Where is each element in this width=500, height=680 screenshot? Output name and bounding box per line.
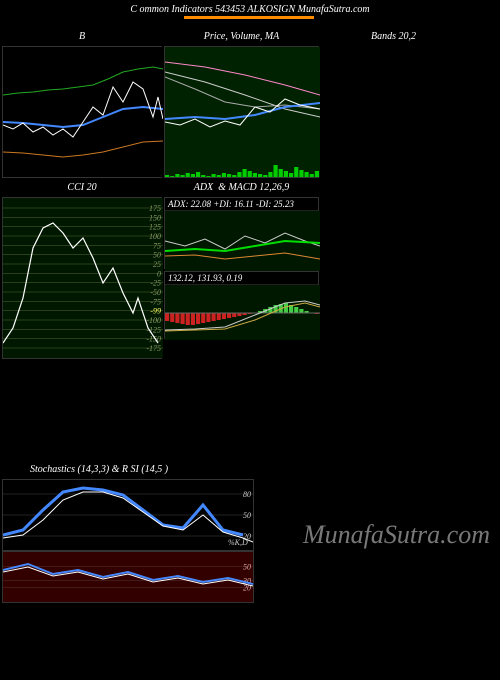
macd-chart: 132.12, 131.93, 0.19 (164, 271, 319, 339)
svg-text:-175: -175 (146, 344, 161, 353)
watermark: MunafaSutra.com (303, 520, 490, 550)
rsi-chart: 503020 (2, 551, 254, 603)
adx-macd-col: ADX: 22.08 +DI: 16.11 -DI: 25.23 132.12,… (164, 197, 319, 359)
svg-text:100: 100 (149, 232, 161, 241)
svg-text:80: 80 (243, 490, 251, 499)
bbands-title: B (2, 29, 162, 44)
bbands-chart (2, 46, 162, 178)
spacer (321, 46, 498, 178)
header-prefix: C (130, 4, 137, 15)
svg-text:-50: -50 (150, 288, 161, 297)
svg-text:-100: -100 (146, 316, 161, 325)
bbands-right-title: Bands 20,2 (321, 29, 498, 44)
svg-text:50: 50 (243, 511, 251, 520)
svg-text:25: 25 (153, 260, 161, 269)
spacer2 (321, 180, 498, 195)
svg-text:150: 150 (149, 213, 161, 222)
svg-text:50: 50 (153, 251, 161, 260)
accent-bar (184, 16, 314, 19)
stoch-chart: 805020%K,D (2, 479, 254, 551)
header-title: ommon Indicators 543453 ALKOSIGN MunafaS… (140, 4, 370, 15)
ema-chart (164, 46, 319, 178)
svg-text:50: 50 (243, 562, 251, 571)
ema-title: Price, Volume, MA (164, 29, 319, 44)
svg-text:-75: -75 (150, 297, 161, 306)
cci-chart: 1751501251007550250-25-50-75-99-100-125-… (2, 197, 162, 359)
spacer3 (321, 197, 498, 359)
cci-title: CCI 20 (2, 180, 162, 195)
adx-chart: ADX: 22.08 +DI: 16.11 -DI: 25.23 (164, 197, 319, 269)
svg-text:-25: -25 (150, 279, 161, 288)
adx-macd-title: ADX & MACD 12,26,9 (164, 180, 319, 195)
svg-text:-99: -99 (150, 307, 161, 316)
svg-text:0: 0 (157, 269, 161, 278)
svg-text:125: 125 (149, 223, 161, 232)
svg-text:75: 75 (153, 241, 161, 250)
stoch-title: Stochastics (14,3,3) & R SI (14,5 ) (0, 460, 500, 479)
svg-text:175: 175 (149, 204, 161, 213)
svg-text:%K,D: %K,D (228, 538, 248, 547)
macd-header: 132.12, 131.93, 0.19 (165, 272, 318, 285)
adx-header: ADX: 22.08 +DI: 16.11 -DI: 25.23 (165, 198, 318, 211)
